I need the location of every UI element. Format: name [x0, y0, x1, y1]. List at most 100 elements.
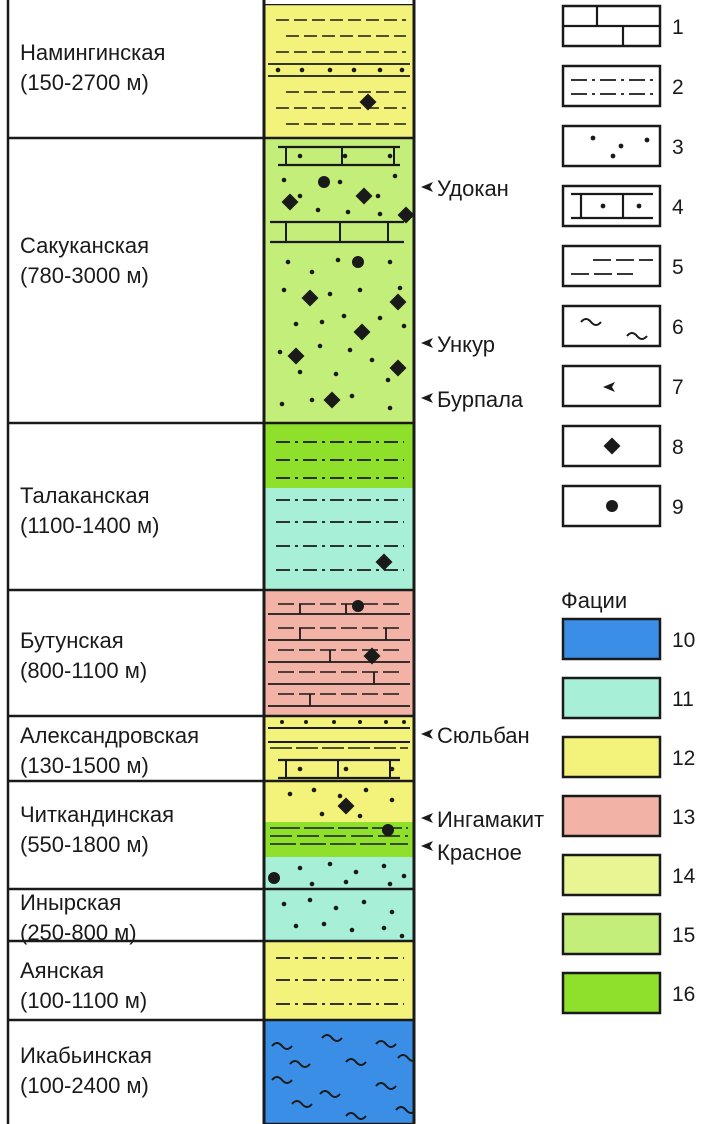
pattern-dot [392, 173, 398, 179]
ore-occurrence-label: Красное [437, 840, 522, 865]
mineral-diamond [287, 347, 305, 365]
pattern-dot [311, 787, 317, 793]
pattern-wave [271, 1042, 293, 1050]
lithology-legend-item: 8 [561, 424, 684, 468]
pattern-dot [275, 67, 281, 73]
pattern-dot [279, 401, 285, 407]
pattern-dot [349, 393, 355, 399]
mineral-diamond [301, 289, 319, 307]
column-facies-fill [264, 4, 414, 1124]
mineral-circle [382, 824, 394, 836]
legend-swatch [561, 124, 662, 168]
column-symbols [268, 93, 415, 884]
pattern-dot [327, 67, 333, 73]
formation-labels: Намингинская (150-2700 м) Сакуканская (780-… [20, 40, 199, 1098]
lithology-legend-item: 1 [561, 4, 684, 48]
pattern-dot [299, 67, 305, 73]
ore-arrow-icon [421, 338, 433, 348]
formation-thickness: (100-2400 м) [20, 1073, 149, 1098]
pattern-dot [342, 153, 348, 159]
pattern-dot [377, 67, 383, 73]
pattern-dot [389, 766, 395, 772]
pattern-dot [387, 881, 393, 887]
facies-swatch [561, 676, 662, 720]
formation-name: Намингинская [20, 40, 165, 65]
pattern-dot [281, 177, 287, 183]
pattern-dot [309, 269, 315, 275]
pattern-dot [401, 323, 407, 329]
legend-number: 3 [672, 136, 684, 159]
pattern-dot [389, 909, 395, 915]
pattern-wave [319, 1090, 341, 1098]
mineral-diamond [323, 391, 341, 409]
pattern-dot [377, 211, 383, 217]
pattern-wave [397, 1054, 414, 1062]
pattern-dot [319, 319, 325, 325]
formation-thickness: (100-1100 м) [20, 988, 147, 1013]
mineral-diamond [359, 93, 377, 111]
formation-thickness: (150-2700 м) [20, 70, 149, 95]
pattern-dot [297, 369, 303, 375]
pattern-dot [345, 209, 351, 215]
mineral-circle [318, 176, 330, 188]
pattern-dot [351, 67, 357, 73]
formation-name: Сакуканская [20, 233, 149, 258]
formation-thickness: (130-1500 м) [20, 753, 149, 778]
pattern-dot [358, 720, 362, 724]
facies-band [264, 590, 414, 716]
ore-occurrence-label: Бурпала [437, 387, 524, 412]
legend-number: 11 [672, 688, 694, 711]
pattern-dot [341, 313, 347, 319]
pattern-wave [375, 1040, 397, 1048]
pattern-wave [375, 1082, 397, 1090]
pattern-dot [384, 720, 388, 724]
legend-number: 2 [672, 76, 684, 99]
ore-occurrence-label: Удокан [437, 176, 509, 201]
mineral-diamond [375, 553, 393, 571]
facies-swatch [561, 794, 662, 838]
pattern-dot [401, 873, 407, 879]
pattern-dot [297, 766, 303, 772]
pattern-dot [399, 67, 405, 73]
formation-dividers [8, 136, 264, 1022]
formation-name: Александровская [20, 723, 199, 748]
facies-band [264, 138, 414, 423]
pattern-wave [345, 1112, 367, 1120]
mineral-diamond [353, 323, 371, 341]
pattern-dot [363, 787, 369, 793]
pattern-dot [297, 153, 303, 159]
formation-thickness: (780-3000 м) [20, 263, 149, 288]
facies-swatch [561, 735, 662, 779]
legend-pattern-dot [600, 203, 606, 209]
mineral-circle [352, 256, 364, 268]
legend-number: 9 [672, 496, 684, 519]
pattern-dot [293, 923, 299, 929]
legend-pattern-dot [618, 143, 624, 149]
legend-number: 12 [672, 747, 695, 770]
formation-name: Бутунская [20, 628, 124, 653]
formation-thickness: (250-800 м) [20, 920, 137, 945]
pattern-dot [327, 861, 333, 867]
pattern-dot [389, 797, 395, 803]
facies-legend-item: 12 [561, 735, 695, 779]
formation-name: Талаканская [20, 483, 150, 508]
pattern-dot [317, 343, 323, 349]
legend-number: 15 [672, 924, 695, 947]
pattern-dot [281, 901, 287, 907]
facies-legend-item: 10 [561, 617, 695, 661]
pattern-dot [333, 905, 339, 911]
facies-band [264, 889, 414, 941]
legend-swatch [561, 64, 662, 108]
facies-swatch [561, 912, 662, 956]
ore-occurrence-label: Сюльбан [437, 723, 530, 748]
formation-thickness: (1100-1400 м) [20, 513, 159, 538]
legend-number: 6 [672, 316, 684, 339]
mineral-circle [268, 872, 280, 884]
pattern-dot [332, 720, 336, 724]
formation-name: Аянская [20, 958, 104, 983]
pattern-dot [399, 933, 405, 939]
formation-name: Читкандинская [20, 802, 174, 827]
column-lithology-patterns [268, 19, 414, 1120]
pattern-dot [307, 897, 313, 903]
